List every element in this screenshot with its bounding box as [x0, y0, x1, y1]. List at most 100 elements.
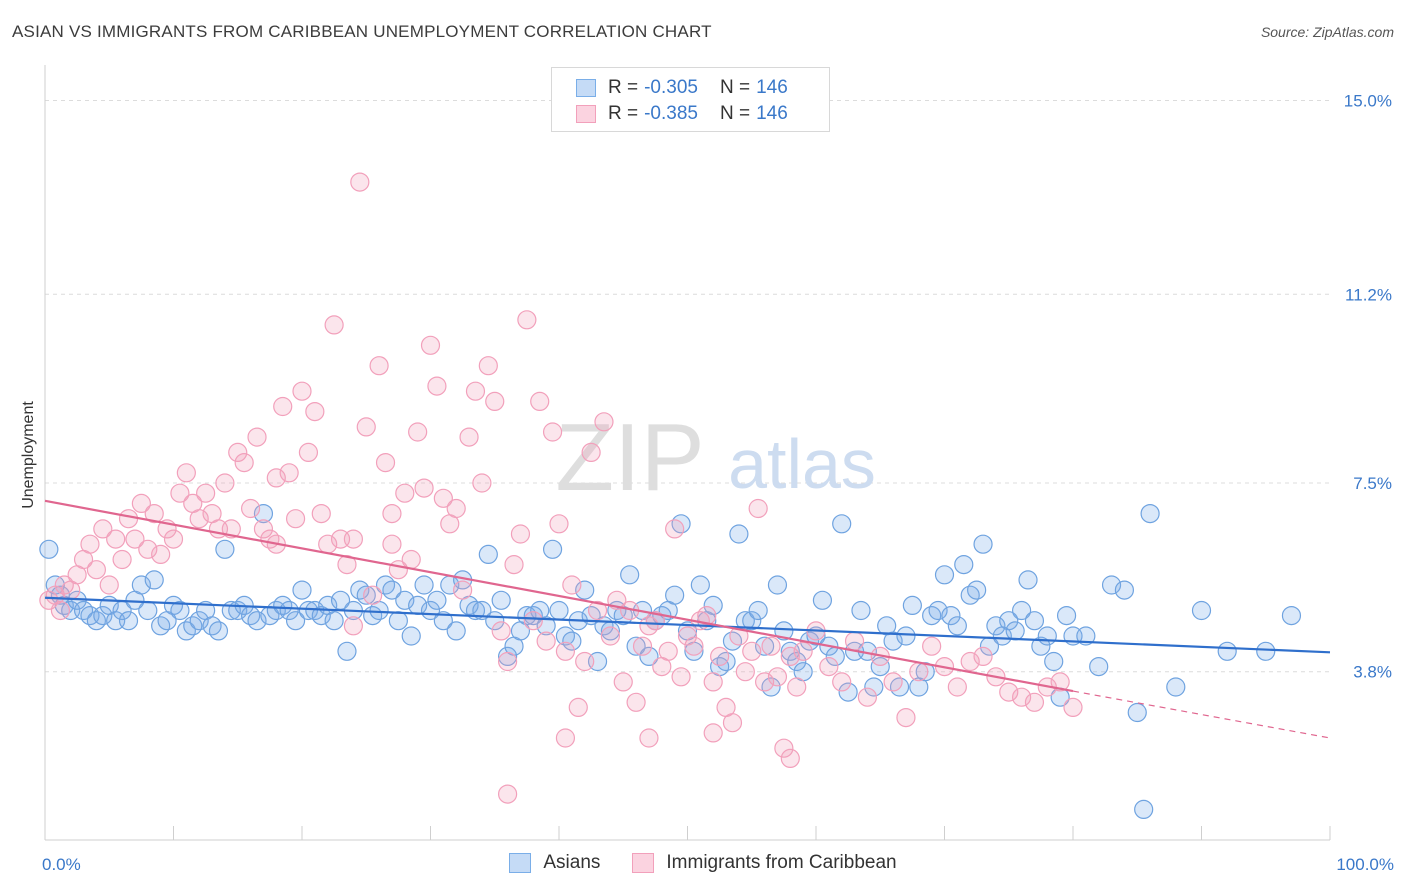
asians-point-9 [93, 605, 113, 626]
asians-point-75 [517, 605, 537, 626]
asians-point-49 [350, 580, 370, 600]
asians-point-39 [285, 611, 306, 631]
caribbean-point-47 [337, 554, 357, 575]
caribbean-point-122 [844, 631, 865, 651]
legend-row-asians: R = -0.305 N = 146 [576, 76, 788, 100]
asians-point-53 [375, 575, 396, 595]
asians-point-94 [639, 646, 659, 667]
asians-point-21 [170, 600, 190, 621]
caribbean-point-103 [697, 605, 717, 626]
caribbean-point-57 [401, 549, 421, 570]
asians-point-28 [215, 539, 235, 559]
asians-point-79 [542, 539, 563, 559]
caribbean-point-126 [896, 707, 916, 728]
asians-point-172 [1134, 799, 1154, 820]
caribbean-point-18 [151, 544, 171, 565]
asians-point-138 [922, 605, 942, 626]
legend-r-asians: -0.305 [644, 77, 698, 98]
asians-point-153 [1018, 570, 1038, 590]
caribbean-point-105 [710, 646, 730, 667]
asians-point-169 [1217, 641, 1237, 661]
asians-point-152 [1011, 600, 1032, 621]
asians-point-165 [1127, 702, 1147, 723]
caribbean-point-38 [279, 463, 299, 483]
asians-point-57 [401, 626, 421, 646]
caribbean-point-127 [909, 662, 929, 682]
asians-point-161 [1076, 626, 1096, 646]
caribbean-point-88 [600, 626, 621, 646]
asians-point-18 [151, 616, 171, 636]
caribbean-point-32 [241, 498, 261, 519]
asians-point-76 [523, 605, 543, 626]
asians-point-142 [947, 616, 967, 636]
caribbean-point-14 [125, 529, 145, 549]
asians-point-6 [73, 600, 94, 621]
caribbean-point-65 [453, 580, 473, 600]
asians-point-154 [1024, 611, 1045, 631]
asians-point-132 [883, 631, 903, 651]
legend-item-asians[interactable]: Asians [509, 852, 600, 874]
caribbean-point-94 [639, 616, 659, 636]
caribbean-point-90 [613, 672, 633, 692]
caribbean-point-131 [960, 651, 980, 672]
caribbean-point-41 [298, 442, 319, 462]
watermark-atlas: atlas [728, 425, 876, 503]
caribbean-point-48 [343, 529, 363, 549]
asians-point-159 [1056, 605, 1077, 626]
legend-row-caribbean: R = -0.385 N = 146 [576, 102, 788, 126]
caribbean-point-33 [247, 427, 267, 447]
caribbean-point-25 [196, 483, 216, 503]
caribbean-point-120 [819, 656, 839, 677]
asians-point-164 [1114, 580, 1135, 600]
caribbean-trend-extension [1072, 690, 1331, 739]
watermark: ZIP atlas [555, 404, 876, 511]
source-label: Source: ZipAtlas.com [1260, 24, 1394, 40]
caribbean-point-16 [138, 539, 158, 559]
caribbean-point-67 [465, 381, 486, 401]
caribbean-point-75 [517, 310, 537, 330]
asians-point-78 [536, 616, 556, 636]
caribbean-point-146 [382, 534, 402, 554]
asians-point-170 [1256, 641, 1276, 661]
caribbean-point-77 [530, 391, 550, 411]
asians-point-43 [311, 605, 331, 626]
asians-point-127 [851, 600, 871, 621]
caribbean-point-118 [793, 641, 813, 661]
caribbean-point-81 [555, 641, 576, 661]
caribbean-point-40 [292, 381, 312, 401]
caribbean-point-53 [375, 453, 396, 473]
caribbean-point-123 [857, 687, 878, 707]
caribbean-point-112 [754, 672, 775, 692]
y-tick-label-1: 7.5% [1353, 474, 1392, 493]
caribbean-point-87 [594, 412, 614, 432]
asians-point-140 [934, 565, 955, 585]
caribbean-point-31 [234, 453, 254, 473]
asians-point-163 [1101, 575, 1122, 595]
caribbean-point-58 [408, 422, 428, 442]
correlation-legend: R = -0.305 N = 146 R = -0.385 N = 146 [551, 67, 830, 132]
caribbean-point-52 [369, 356, 389, 376]
asians-point-23 [183, 616, 203, 636]
asians-point-130 [870, 656, 890, 677]
asians-point-37 [273, 595, 293, 616]
asians-point-47 [337, 641, 357, 661]
caribbean-point-98 [665, 519, 685, 539]
caribbean-point-61 [427, 376, 447, 396]
legend-item-caribbean[interactable]: Immigrants from Caribbean [632, 852, 897, 874]
y-tick-label-2: 11.2% [1345, 285, 1392, 304]
caribbean-point-17 [144, 503, 164, 524]
caribbean-point-62 [433, 488, 453, 508]
asians-point-151 [1005, 621, 1025, 641]
legend-n-caribbean: 146 [756, 103, 788, 124]
asians-point-84 [575, 580, 595, 600]
legend-swatch-asians [576, 79, 596, 97]
asians-point-38 [279, 600, 299, 621]
caribbean-point-21 [170, 483, 190, 503]
asians-point-150 [999, 611, 1019, 631]
y-axis-label: Unemployment [20, 401, 37, 509]
caribbean-point-128 [922, 636, 942, 656]
y-tick-labels: 3.8% 7.5% 11.2% 15.0% [1344, 92, 1392, 682]
caribbean-point-11 [106, 529, 126, 549]
caribbean-point-51 [363, 585, 383, 605]
asians-point-162 [1089, 656, 1109, 677]
